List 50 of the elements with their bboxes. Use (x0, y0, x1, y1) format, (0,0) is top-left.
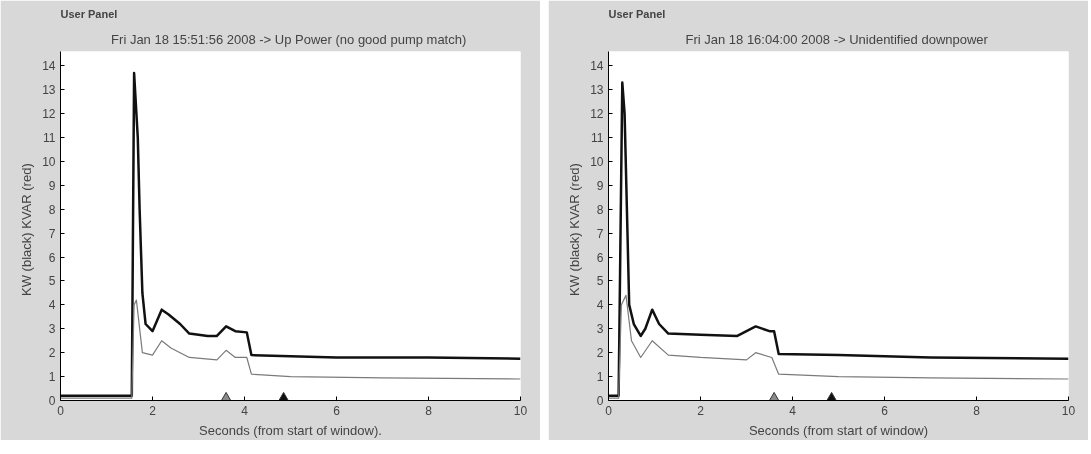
x-tick-label: 2 (697, 403, 705, 418)
y-tick-label: 14 (590, 59, 604, 74)
y-tick-label: 1 (48, 370, 56, 385)
y-tick-label: 6 (48, 250, 56, 265)
y-tick-label: 4 (596, 298, 604, 313)
y-tick-label: 1 (596, 370, 604, 385)
y-tick-label: 2 (596, 346, 604, 361)
x-tick-label: 6 (333, 403, 341, 418)
y-tick-label: 7 (48, 226, 56, 241)
y-axis-title: KW (black) KVAR (red) (567, 163, 583, 296)
chart-title: Fri Jan 18 15:51:56 2008 -> Up Power (no good pump match) (111, 31, 467, 47)
x-axis-title: Seconds (from start of window) (748, 422, 929, 438)
x-tick-label: 10 (513, 403, 528, 418)
line-series (60, 71, 521, 397)
y-tick-label: 3 (596, 322, 604, 337)
text: User Panel (608, 7, 666, 20)
y-tick-label: 12 (590, 107, 604, 122)
y-tick-label: 11 (591, 131, 604, 146)
y-tick-label: 9 (48, 178, 56, 193)
y-tick-label: 7 (596, 226, 604, 241)
y-tick-label: 5 (596, 274, 604, 289)
x-tick-label: 10 (1061, 403, 1076, 418)
y-tick-label: 13 (590, 83, 604, 98)
x-tick-label: 8 (425, 403, 433, 418)
y-tick-label: 11 (43, 131, 56, 146)
y-tick-label: 13 (42, 83, 56, 98)
x-tick-label: 8 (973, 403, 981, 418)
y-tick-label: 5 (48, 274, 56, 289)
x-tick-label: 4 (241, 403, 249, 418)
x-axis-title: Seconds (from start of window). (199, 422, 382, 438)
y-tick-label: 2 (48, 346, 56, 361)
x-tick-label: 2 (149, 403, 157, 418)
y-axis-title: KW (black) KVAR (red) (19, 163, 35, 296)
y-tick-label: 9 (596, 178, 604, 193)
x-tick-label: 6 (881, 403, 889, 418)
line-series (608, 81, 1069, 397)
y-tick-label: 8 (596, 202, 604, 217)
y-tick-label: 0 (48, 394, 56, 408)
y-tick-label: 4 (48, 298, 56, 313)
y-tick-label: 14 (42, 59, 56, 74)
y-tick-label: 6 (596, 250, 604, 265)
y-tick-label: 8 (48, 202, 56, 217)
y-tick-label: 3 (48, 322, 56, 337)
chart-title: Fri Jan 18 16:04:00 2008 -> Unidentified downpower (685, 31, 989, 47)
y-tick-label: 10 (42, 154, 56, 169)
text: User Panel (60, 7, 118, 20)
y-tick-label: 0 (596, 394, 604, 408)
y-tick-label: 12 (42, 107, 56, 122)
y-tick-label: 10 (590, 154, 604, 169)
x-tick-label: 4 (789, 403, 797, 418)
